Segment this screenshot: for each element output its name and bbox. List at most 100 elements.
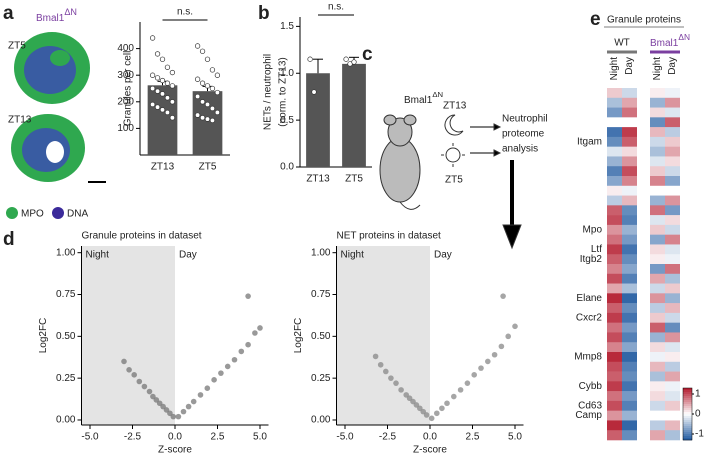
colorbar-step	[683, 410, 692, 413]
panel-label: d	[3, 229, 15, 250]
data-point	[209, 117, 216, 124]
heatmap-cell	[650, 185, 665, 196]
annotation: n.s.	[177, 7, 193, 18]
night-region	[336, 246, 430, 425]
heatmap-cell	[622, 264, 637, 275]
row-label: Cybb	[579, 381, 603, 392]
data-point	[149, 35, 156, 41]
data-point	[245, 341, 251, 348]
colorbar-step	[683, 428, 692, 431]
heatmap-cell	[650, 332, 665, 343]
data-point	[209, 105, 216, 112]
heatmap-cell	[607, 420, 622, 431]
heatmap-cell	[665, 322, 680, 333]
colorbar-step	[683, 404, 692, 407]
heatmap-cell	[665, 303, 680, 314]
heatmap-cell	[622, 371, 637, 382]
row-label: Camp	[575, 410, 602, 421]
y-tick-label: 300	[117, 70, 134, 81]
heatmap-cell	[607, 205, 622, 216]
data-point	[505, 333, 512, 340]
heatmap-cell	[665, 166, 680, 177]
colorbar-step	[683, 388, 692, 391]
heatmap-cell	[665, 254, 680, 265]
data-point	[311, 89, 317, 95]
heatmap-cell	[665, 97, 680, 108]
colorbar-tick-label: -1	[695, 429, 704, 440]
heatmap-cell	[665, 410, 680, 421]
heatmap-cell	[607, 264, 622, 275]
data-point	[471, 372, 478, 378]
heatmap-cell	[622, 117, 637, 128]
heatmap-cell	[607, 117, 622, 128]
y-tick-label: 0.00	[56, 415, 76, 426]
label-sup: ΔN	[64, 7, 77, 17]
heatmap-cell	[665, 215, 680, 226]
data-point	[149, 72, 156, 78]
heatmap-cell	[607, 254, 622, 265]
heatmap-cell	[650, 420, 665, 431]
heatmap-cell	[607, 244, 622, 255]
data-point	[146, 388, 153, 395]
data-point	[383, 368, 389, 375]
heatmap-cell	[650, 293, 665, 304]
colorbar-step	[683, 418, 692, 421]
heatmap-cell	[650, 244, 665, 255]
heatmap-cell	[665, 146, 680, 157]
heatmap-cell	[622, 283, 637, 294]
colorbar-step	[683, 392, 692, 395]
heatmap-cell	[650, 391, 665, 402]
colorbar-step	[683, 400, 692, 403]
data-point	[372, 353, 379, 360]
data-point	[190, 398, 197, 405]
heatmap-cell	[665, 420, 680, 431]
panel-label: e	[590, 9, 601, 30]
heatmap-cell	[665, 342, 680, 353]
data-point	[159, 77, 166, 84]
heatmap-cell	[650, 136, 665, 147]
y-tick-label: 0.75	[56, 289, 76, 300]
heatmap-cell	[622, 107, 637, 118]
mouse-diagram	[379, 114, 522, 250]
data-point	[131, 372, 137, 378]
data-point	[478, 365, 484, 371]
heatmap-cell	[607, 322, 622, 333]
heatmap-cell	[622, 176, 637, 187]
heatmap-cell	[665, 88, 680, 99]
colorbar-step	[683, 412, 692, 415]
heatmap-cell	[622, 205, 637, 216]
heatmap-cell	[650, 381, 665, 392]
colorbar-step	[683, 434, 692, 437]
colorbar-step	[683, 432, 692, 435]
panel-label: b	[258, 3, 270, 24]
colorbar-step	[683, 422, 692, 425]
heatmap-cell	[607, 303, 622, 314]
heatmap-cell	[650, 176, 665, 187]
heatmap-cell	[607, 391, 622, 402]
colorbar-step	[683, 416, 692, 419]
heatmap-cell	[622, 322, 637, 333]
data-point	[245, 293, 251, 299]
output-label: proteome	[502, 129, 545, 140]
data-point	[194, 112, 201, 118]
heatmap-cell	[650, 205, 665, 216]
row-label: Cd63	[578, 400, 602, 411]
heatmap-cell	[622, 381, 637, 392]
heatmap-cell	[622, 156, 637, 167]
x-tick-label: 2.5	[466, 432, 480, 443]
heatmap-cell	[665, 244, 680, 255]
heatmap-cell	[622, 244, 637, 255]
colorbar-tick-label: 1	[695, 389, 701, 400]
data-point	[214, 89, 221, 96]
data-point	[351, 59, 357, 65]
heatmap-cell	[607, 127, 622, 138]
data-point	[214, 72, 221, 78]
data-point	[457, 387, 464, 393]
heatmap-cell	[607, 283, 622, 294]
row-label: Ltf	[591, 244, 602, 255]
heatmap-cell	[607, 381, 622, 392]
heatmap-cell	[665, 400, 680, 411]
data-point	[126, 366, 132, 373]
x-tick-label: ZT13	[306, 174, 330, 185]
heatmap-cell	[622, 136, 637, 147]
